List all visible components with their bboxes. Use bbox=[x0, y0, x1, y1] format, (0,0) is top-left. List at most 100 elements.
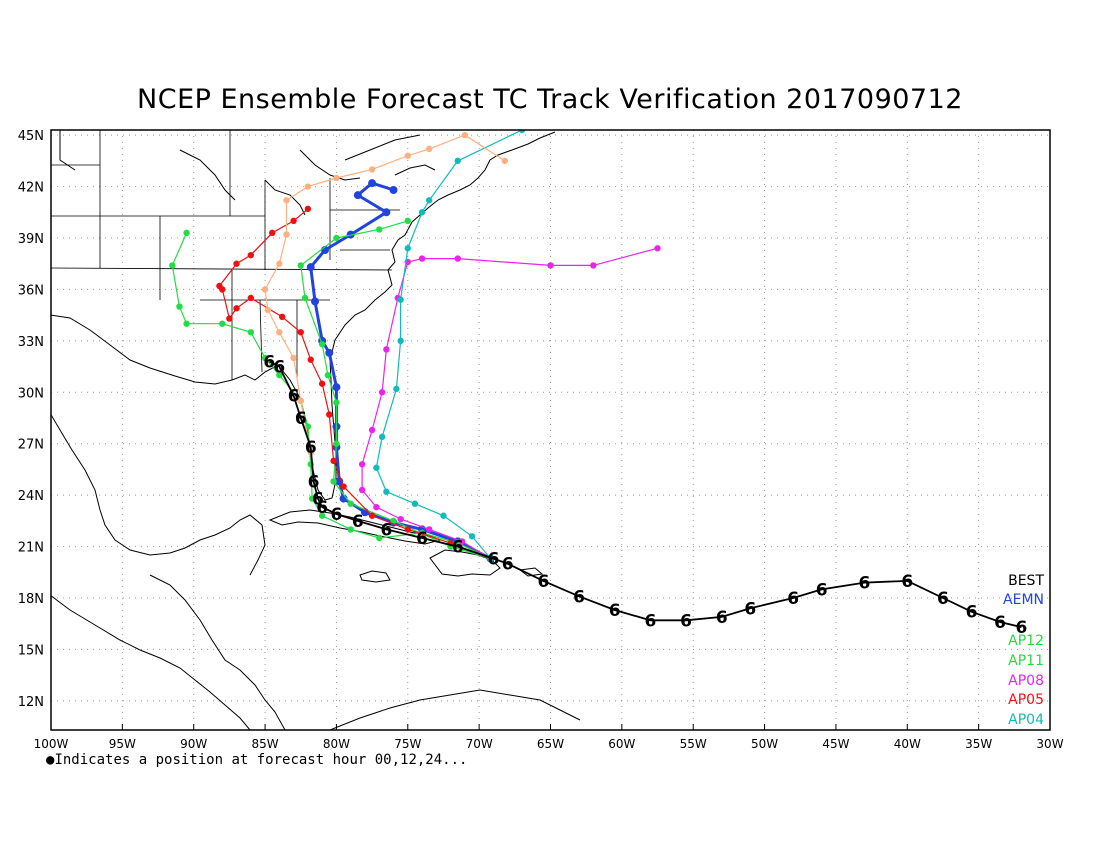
track-point bbox=[233, 305, 240, 312]
track-point bbox=[418, 255, 426, 262]
track-point bbox=[325, 348, 334, 357]
hurricane-symbol-icon: 6 bbox=[288, 387, 300, 407]
track-line bbox=[268, 360, 1022, 628]
state-borders bbox=[51, 130, 400, 380]
track-point bbox=[219, 320, 226, 327]
track-point bbox=[425, 145, 433, 153]
track-point bbox=[330, 457, 337, 465]
lat-label: 45N bbox=[18, 129, 44, 144]
track-point bbox=[383, 488, 390, 495]
hurricane-symbol-icon: 6 bbox=[744, 599, 756, 619]
hurricane-symbol-icon: 6 bbox=[680, 611, 692, 631]
grid-lines bbox=[50, 130, 1051, 730]
track-point bbox=[306, 263, 315, 272]
hurricane-symbol-icon: 6 bbox=[487, 550, 499, 570]
coastlines bbox=[51, 130, 581, 730]
hurricane-symbol-icon: 6 bbox=[994, 613, 1006, 633]
track-point bbox=[373, 503, 380, 511]
track-point bbox=[404, 217, 411, 225]
longitude-labels: 100W 95W 90W 85W 80W 75W 70W 65W 60W 55W 50W 45W 40W… bbox=[34, 724, 1064, 751]
lon-label: 80W bbox=[323, 737, 350, 751]
hurricane-symbol-icon: 6 bbox=[537, 572, 549, 592]
track-point bbox=[318, 341, 326, 348]
footnote: ●Indicates a position at forecast hour 0… bbox=[46, 752, 467, 768]
track-point bbox=[358, 486, 366, 494]
track-ap08 bbox=[358, 245, 661, 562]
lat-label: 21N bbox=[18, 541, 44, 556]
hurricane-symbol-icon: 6 bbox=[901, 572, 913, 592]
chart-title: NCEP Ensemble Forecast TC Track Verifica… bbox=[137, 84, 963, 115]
lat-label: 42N bbox=[18, 181, 44, 196]
track-point bbox=[376, 226, 383, 233]
track-point bbox=[461, 131, 469, 139]
hurricane-symbol-icon: 6 bbox=[644, 611, 656, 631]
hurricane-symbol-icon: 6 bbox=[609, 601, 621, 621]
track-point bbox=[440, 512, 447, 519]
track-point bbox=[261, 354, 269, 362]
track-point bbox=[278, 313, 286, 321]
track-point bbox=[454, 255, 461, 262]
lat-label: 24N bbox=[18, 489, 44, 504]
track-point bbox=[183, 320, 190, 327]
hurricane-symbol-icon: 6 bbox=[1016, 618, 1028, 638]
track-point bbox=[458, 538, 466, 545]
hurricane-symbol-icon: 6 bbox=[937, 589, 949, 609]
track-point bbox=[332, 383, 341, 392]
track-point bbox=[290, 354, 297, 362]
track-line bbox=[309, 181, 492, 560]
legend-entry-ap08: AP08 bbox=[1008, 673, 1044, 689]
lon-label: 90W bbox=[180, 737, 207, 751]
lat-label: 30N bbox=[18, 386, 44, 401]
track-point bbox=[397, 515, 404, 523]
lat-label: 36N bbox=[18, 283, 44, 298]
track-point bbox=[233, 260, 240, 267]
track-point bbox=[269, 229, 276, 237]
track-point bbox=[318, 380, 326, 387]
track-point bbox=[454, 157, 461, 165]
track-point bbox=[297, 262, 304, 269]
track-point bbox=[283, 197, 290, 204]
track-point bbox=[368, 512, 376, 519]
track-point bbox=[276, 371, 283, 379]
lon-label: 95W bbox=[109, 737, 136, 751]
track-line bbox=[300, 220, 491, 560]
lat-label: 12N bbox=[18, 695, 44, 710]
hurricane-symbol-icon: 6 bbox=[787, 589, 799, 609]
track-point bbox=[353, 191, 362, 200]
hurricane-symbol-icon: 6 bbox=[452, 538, 464, 558]
track-point bbox=[311, 297, 320, 306]
legend-entry-aemn: AEMN bbox=[1003, 592, 1044, 608]
hurricane-symbol-icon: 6 bbox=[312, 490, 324, 510]
lat-label: 27N bbox=[18, 438, 44, 453]
track-point bbox=[247, 294, 254, 302]
track-point bbox=[247, 251, 254, 259]
lat-label: 39N bbox=[18, 232, 44, 247]
lon-label: 75W bbox=[394, 737, 421, 751]
hurricane-symbol-icon: 6 bbox=[573, 587, 585, 607]
track-ap04 bbox=[373, 130, 526, 562]
track-aext bbox=[261, 131, 509, 456]
track-point bbox=[390, 517, 397, 525]
lon-label: 85W bbox=[252, 737, 279, 751]
track-point bbox=[376, 534, 383, 542]
track-point bbox=[333, 174, 340, 182]
track-point bbox=[290, 217, 297, 225]
hurricane-symbol-icon: 6 bbox=[966, 603, 978, 623]
track-point bbox=[411, 500, 419, 507]
track-point bbox=[368, 166, 376, 173]
track-point bbox=[378, 389, 386, 396]
track-point bbox=[183, 229, 190, 237]
track-point bbox=[307, 356, 314, 363]
track-point bbox=[404, 526, 411, 533]
track-line bbox=[264, 134, 506, 453]
track-point bbox=[276, 260, 283, 267]
track-point bbox=[333, 440, 340, 447]
track-point bbox=[308, 495, 316, 502]
hurricane-symbol-icon: 6 bbox=[295, 409, 307, 429]
track-point bbox=[247, 329, 254, 336]
track-point bbox=[404, 245, 411, 252]
track-point bbox=[468, 533, 476, 540]
track-point bbox=[397, 296, 404, 303]
